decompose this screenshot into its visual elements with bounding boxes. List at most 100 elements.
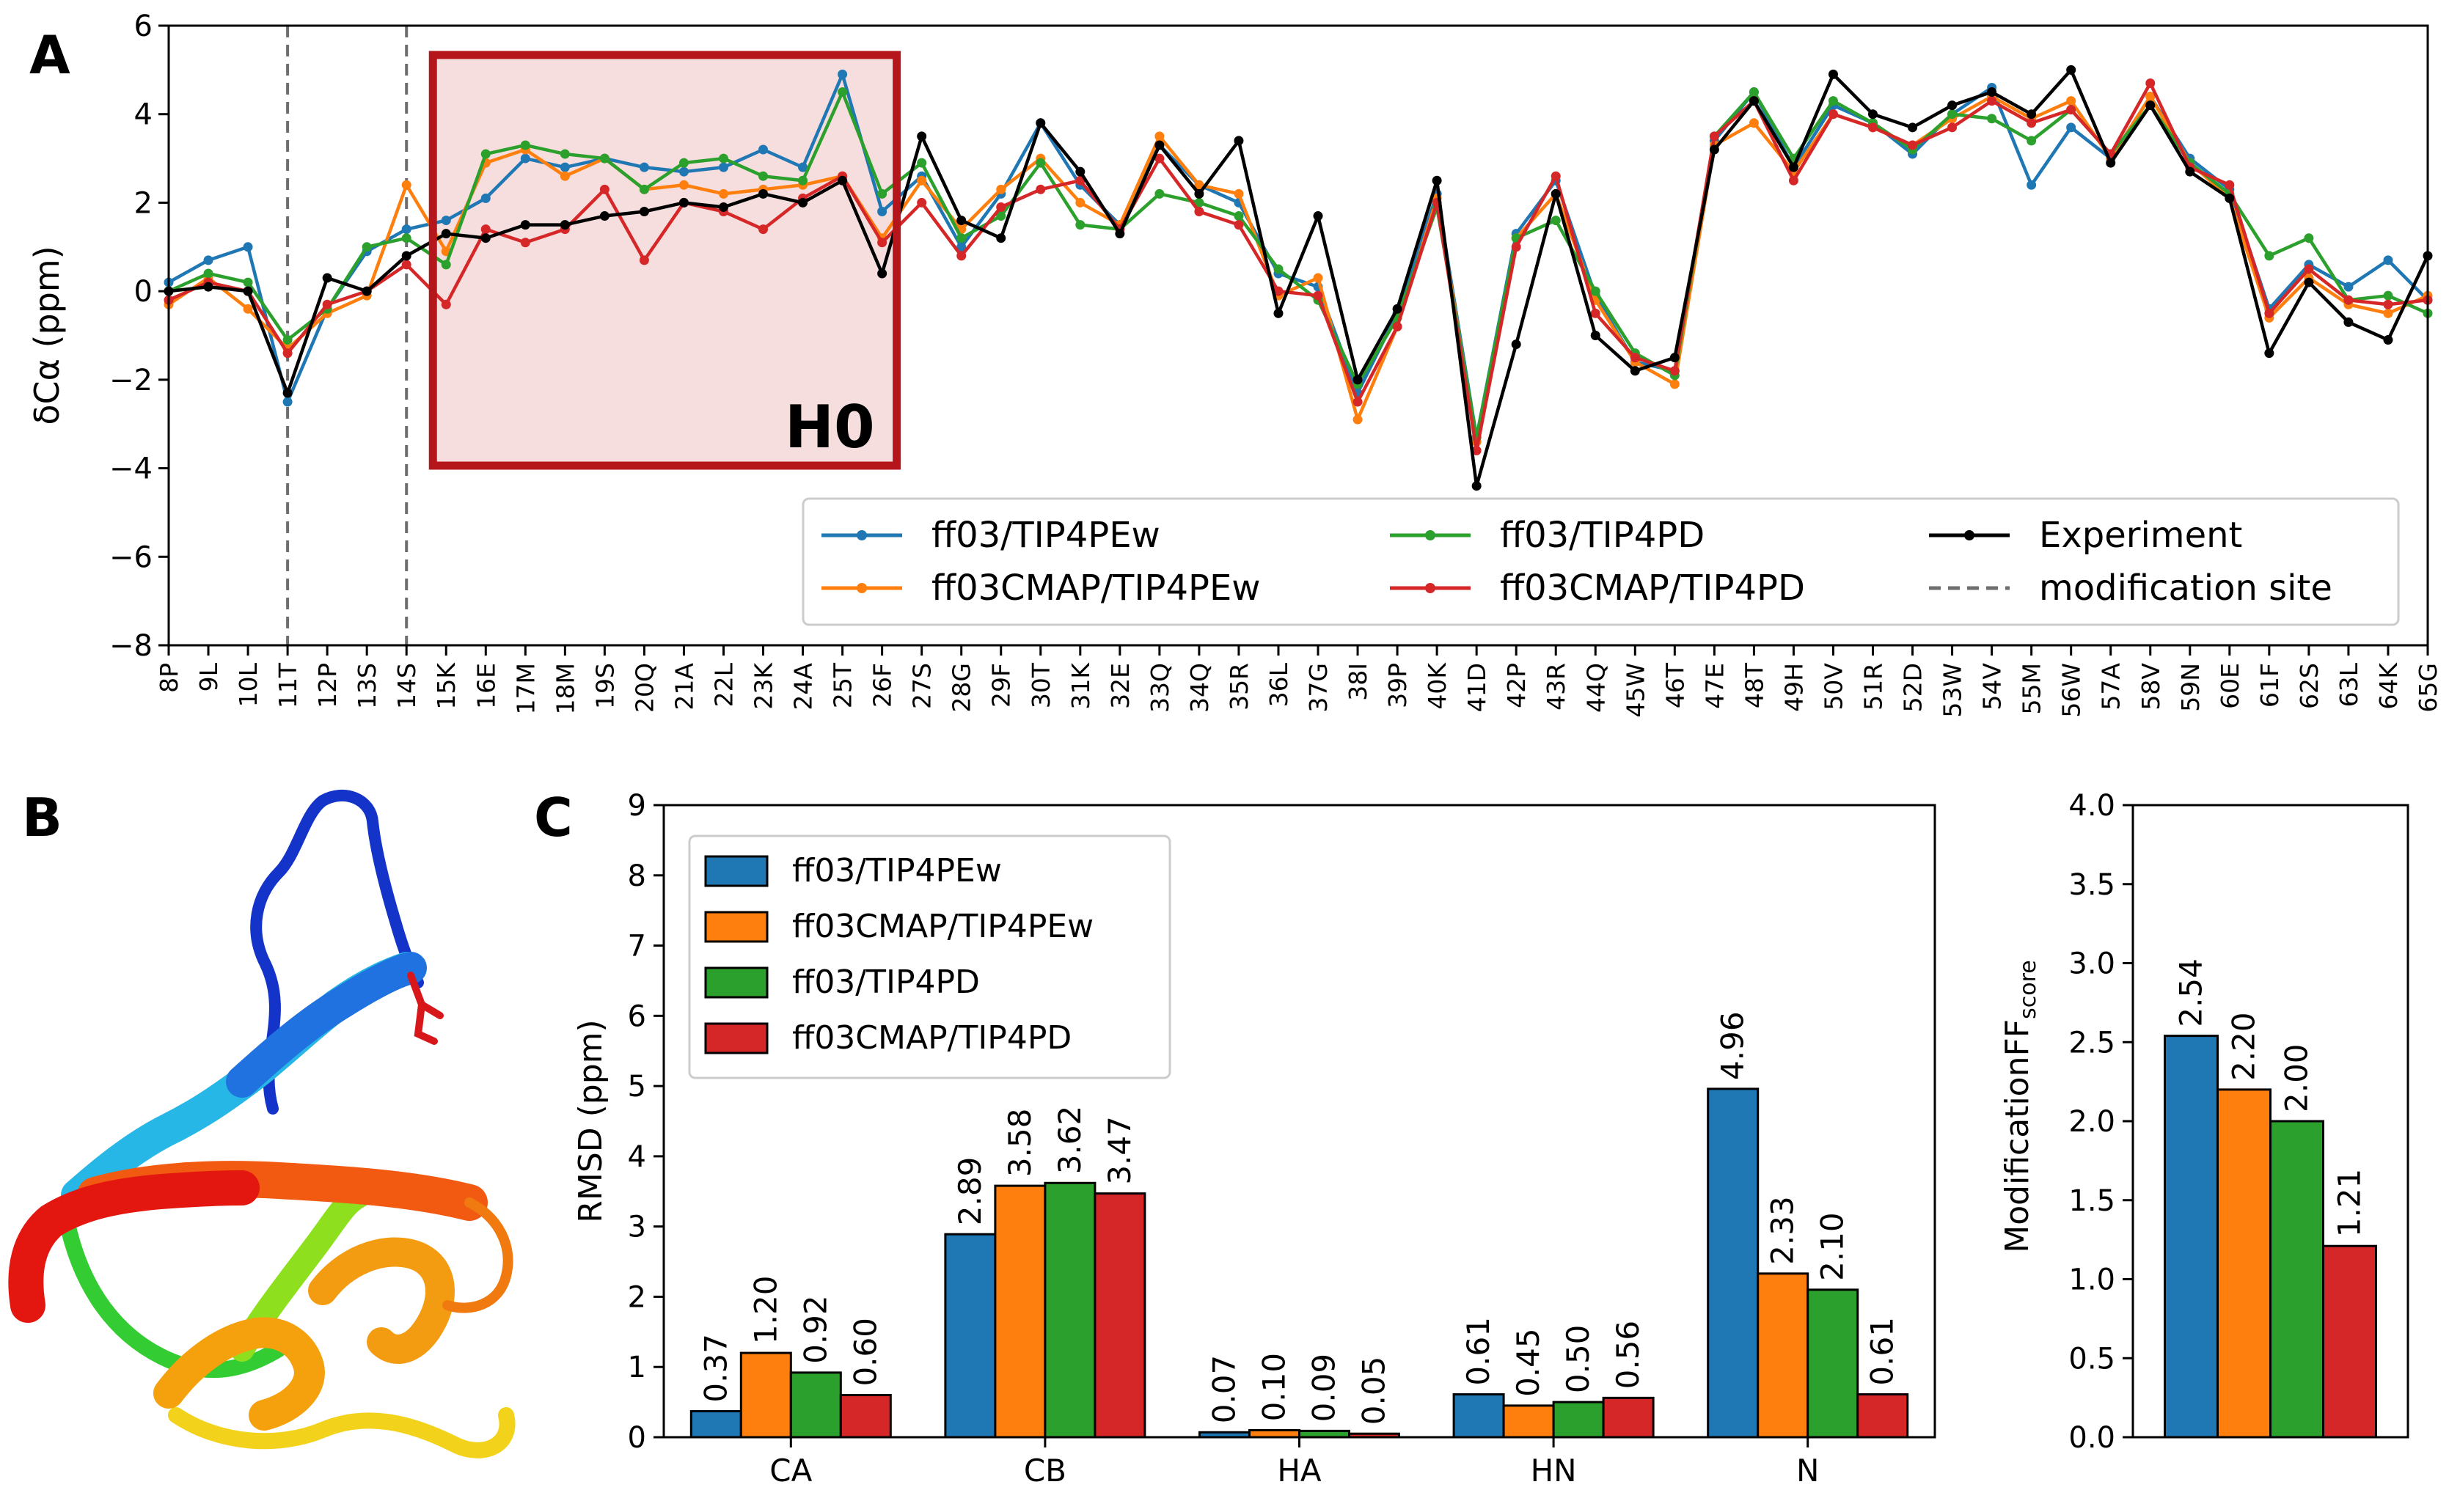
data-point <box>520 153 530 164</box>
data-point <box>2145 100 2156 111</box>
data-point <box>203 268 213 279</box>
bar-value-label: 0.37 <box>698 1334 733 1403</box>
data-point <box>599 153 609 164</box>
y-tick-label: −4 <box>109 452 153 486</box>
data-point <box>1115 229 1125 239</box>
data-point <box>441 299 451 309</box>
y-tick-label: 0 <box>134 275 153 309</box>
data-point <box>2066 65 2076 75</box>
bar <box>839 1394 892 1439</box>
x-tick-label: 28G <box>948 663 976 713</box>
data-point <box>2383 335 2393 345</box>
data-point <box>1313 290 1323 301</box>
data-point <box>1709 144 1719 155</box>
legend-label: ff03/TIP4PEw <box>792 852 1002 889</box>
bar <box>1094 1192 1146 1439</box>
data-point <box>243 277 253 287</box>
y-tick-label: 2 <box>134 186 153 220</box>
x-tick-label: 57A <box>2097 663 2126 711</box>
y-tick-label: 5 <box>628 1070 646 1104</box>
data-point <box>2264 348 2274 359</box>
data-point <box>718 153 728 164</box>
data-point <box>203 255 213 265</box>
x-tick-label: 39P <box>1383 663 1412 708</box>
data-point <box>560 171 570 181</box>
y-tick-label: −6 <box>109 540 153 574</box>
x-tick-label: 48T <box>1740 662 1768 708</box>
x-tick-label: 11T <box>274 662 302 708</box>
y-tick-label: 1.5 <box>2068 1184 2115 1218</box>
x-tick-label: 37G <box>1304 663 1333 713</box>
x-tick-label: 24A <box>789 663 818 711</box>
data-point <box>1194 197 1204 208</box>
data-point <box>1194 188 1204 199</box>
x-tick-label: 52D <box>1899 663 1928 712</box>
data-point <box>2383 255 2393 265</box>
data-point <box>917 158 927 168</box>
bar-value-label: 0.09 <box>1306 1354 1342 1423</box>
data-point <box>1669 366 1680 376</box>
cartoon-loop-blue <box>250 789 424 1115</box>
x-tick-label: 10L <box>234 662 263 707</box>
x-tick-label: 50V <box>1819 663 1848 711</box>
x-tick-label: 31K <box>1066 662 1095 710</box>
data-point <box>1630 353 1640 363</box>
bar <box>739 1351 792 1439</box>
x-tick-label: 18M <box>551 663 579 714</box>
legend-box <box>688 834 1171 1079</box>
bar <box>1757 1272 1809 1439</box>
y-tick-label: 0.5 <box>2068 1342 2115 1376</box>
x-tick-label: 21A <box>670 663 698 711</box>
x-tick-label: 40K <box>1423 662 1452 710</box>
data-point <box>362 286 372 296</box>
data-point <box>1868 122 1878 133</box>
protein-structure-cartoon <box>8 789 516 1458</box>
panel-label-b: B <box>22 787 62 848</box>
legend-label: ff03/TIP4PEw <box>931 515 1160 556</box>
series-line <box>168 90 2428 439</box>
data-point <box>996 211 1006 221</box>
data-point <box>1075 166 1086 177</box>
data-point <box>560 162 570 172</box>
data-point <box>1987 87 1997 98</box>
data-point <box>520 238 530 248</box>
legend-swatch <box>704 1022 769 1054</box>
data-point <box>1551 171 1561 181</box>
series-line <box>168 81 2428 452</box>
data-point <box>956 242 967 252</box>
bar <box>1806 1288 1859 1439</box>
legend-marker <box>857 583 867 593</box>
panel-a-line-chart: H0 6 4 2 0 −2 −4 −6 −8 δCα (ppm) 8P 9L 10L 11T 12P 13S 1… <box>27 10 2442 718</box>
data-point <box>1234 211 1244 221</box>
data-point <box>1828 69 1838 79</box>
legend-label: ff03CMAP/TIP4PD <box>792 1019 1072 1057</box>
bar <box>944 1233 997 1439</box>
data-point <box>2383 308 2393 318</box>
data-point <box>758 224 769 235</box>
data-point <box>996 202 1006 212</box>
y-tick-label: 1.0 <box>2068 1263 2115 1297</box>
y-tick-label: 1 <box>628 1351 646 1384</box>
bar <box>2269 1120 2324 1439</box>
cartoon-helix-red <box>8 1170 260 1323</box>
data-point <box>1036 118 1046 128</box>
data-point <box>441 229 451 239</box>
data-point <box>917 175 927 186</box>
data-point <box>1313 273 1323 283</box>
data-point <box>441 216 451 226</box>
y-tick-label: 3.0 <box>2068 947 2115 981</box>
legend-label: ff03CMAP/TIP4PEw <box>931 568 1261 609</box>
x-tick-label: 45W <box>1621 663 1650 718</box>
x-tick-label: 44Q <box>1581 663 1610 713</box>
data-point <box>1947 109 1958 120</box>
data-point <box>1273 286 1284 296</box>
data-point <box>2264 308 2274 318</box>
data-point <box>678 197 689 208</box>
data-point <box>2027 136 2037 146</box>
data-point <box>1194 180 1204 190</box>
x-tick-label: 38I <box>1344 663 1372 701</box>
x-tick-label: 26F <box>868 663 897 708</box>
data-point <box>1234 136 1244 146</box>
legend-marker <box>1425 583 1435 593</box>
data-point <box>1590 331 1600 340</box>
